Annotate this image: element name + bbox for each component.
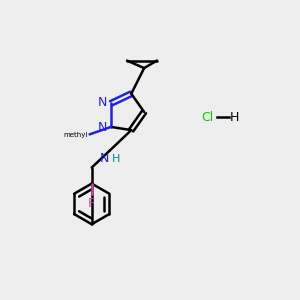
Text: H: H [230,111,239,124]
Text: F: F [88,197,95,210]
Text: N: N [97,96,107,109]
Text: H: H [112,154,120,164]
Text: N: N [100,152,109,165]
Text: N: N [97,122,107,134]
Text: Cl: Cl [201,111,213,124]
Text: methyl: methyl [63,133,87,139]
